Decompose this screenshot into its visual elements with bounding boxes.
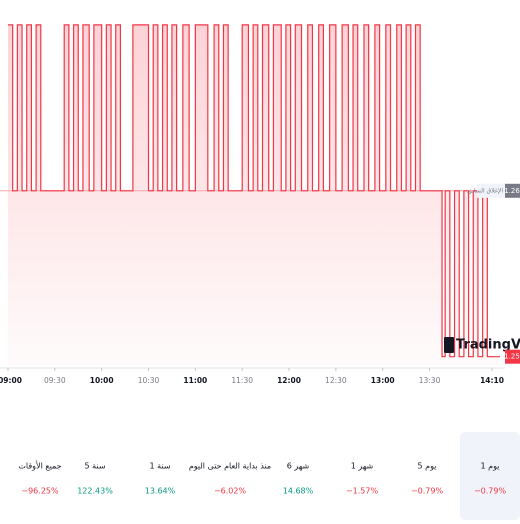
period-change[interactable]: −0.79%: [411, 487, 444, 496]
x-tick-label: 09:00: [0, 376, 22, 385]
x-tick-label: 11:00: [183, 376, 207, 385]
period-label[interactable]: 5 يوم: [418, 462, 437, 471]
period-label[interactable]: منذ بداية العام حتى اليوم: [189, 462, 271, 471]
prev-close-value-box: [505, 183, 520, 198]
x-tick-label: 11:30: [231, 376, 253, 385]
period-label[interactable]: جميع الأوقات: [18, 461, 61, 471]
x-tick-label: 10:30: [138, 376, 160, 385]
period-change[interactable]: 13.64%: [145, 487, 176, 496]
period-tab-selected[interactable]: [460, 432, 520, 520]
period-change[interactable]: −6.02%: [214, 487, 247, 496]
x-tick-label: 12:30: [325, 376, 347, 385]
period-change[interactable]: 14.68%: [283, 487, 314, 496]
last-price-box: [505, 349, 520, 364]
period-change[interactable]: −0.79%: [474, 487, 507, 496]
x-tick-label: 13:30: [419, 376, 441, 385]
x-tick-label: 09:30: [44, 376, 66, 385]
period-label[interactable]: 1 شهر: [351, 462, 374, 471]
period-change[interactable]: −96.25%: [21, 487, 59, 496]
x-tick-label: 14:10: [480, 376, 504, 385]
period-change[interactable]: 122.43%: [77, 487, 113, 496]
last-price: 1.25: [504, 353, 520, 361]
area-fill: [8, 24, 500, 366]
period-label[interactable]: 5 سنة: [84, 462, 105, 471]
watermark: TradingView: [456, 338, 520, 353]
x-tick-label: 10:00: [90, 376, 114, 385]
period-label[interactable]: 1 سنة: [149, 462, 170, 471]
x-tick-label: 13:00: [371, 376, 395, 385]
period-label[interactable]: 6 شهر: [287, 462, 310, 471]
period-change[interactable]: −1.57%: [346, 487, 379, 496]
logo-box: [444, 337, 454, 353]
prev-close-label: الإغلاق السابق: [467, 187, 503, 194]
prev-close-value: 1.26: [504, 187, 520, 195]
prev-close-box: [477, 183, 505, 198]
period-label[interactable]: 1 يوم: [481, 462, 500, 471]
x-tick-label: 12:00: [277, 376, 301, 385]
price-line: [8, 24, 500, 358]
